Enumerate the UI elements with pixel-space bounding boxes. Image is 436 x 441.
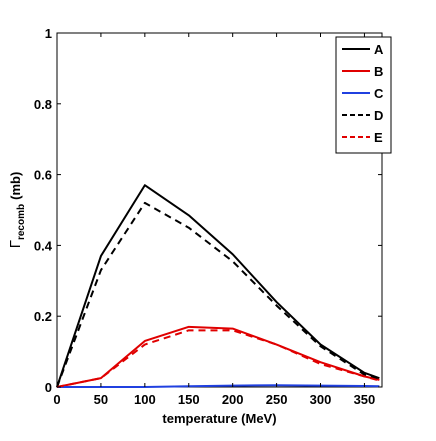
legend-label-d: D xyxy=(374,108,383,123)
x-tick-label: 100 xyxy=(134,392,156,407)
legend-label-e: E xyxy=(374,130,383,145)
legend-label-c: C xyxy=(374,86,384,101)
series-line-e xyxy=(56,329,380,388)
x-axis-label: temperature (MeV) xyxy=(162,411,276,426)
legend-label-a: A xyxy=(374,42,384,57)
x-tick-label: 50 xyxy=(94,392,108,407)
series-line-a xyxy=(56,184,380,388)
series-line-d xyxy=(56,201,380,388)
y-axis-label-subscript: recomb xyxy=(16,204,27,240)
y-axis-label-symbol: Γ xyxy=(7,240,24,248)
y-tick-label: 0.2 xyxy=(34,309,52,324)
x-tick-label: 250 xyxy=(266,392,288,407)
ticks-layer: 0 50 100 150 200 250 300 350 0 0.2 0.4 0.6 0.8 1 xyxy=(34,26,382,407)
y-axis-label-unit: (mb) xyxy=(8,172,23,200)
x-tick-label: 300 xyxy=(310,392,332,407)
legend-box xyxy=(335,36,392,154)
y-tick-label: 0.8 xyxy=(34,97,52,112)
x-tick-label: 0 xyxy=(53,392,60,407)
plot-area-frame xyxy=(56,32,383,388)
series-line-b xyxy=(56,325,380,388)
x-tick-label: 200 xyxy=(222,392,244,407)
x-tick-label: 350 xyxy=(354,392,376,407)
series-layer xyxy=(56,184,380,388)
y-tick-label: 0.6 xyxy=(34,168,52,183)
y-axis-label: Γrecomb (mb) xyxy=(7,172,27,249)
y-tick-label: 1 xyxy=(45,26,52,41)
plot-frame xyxy=(56,32,383,388)
axis-labels: temperature (MeV) Γrecomb (mb) xyxy=(7,172,277,426)
legend-label-b: B xyxy=(374,64,383,79)
x-tick-label: 150 xyxy=(178,392,200,407)
y-tick-label: 0.4 xyxy=(34,238,53,253)
y-tick-label: 0 xyxy=(45,380,52,395)
